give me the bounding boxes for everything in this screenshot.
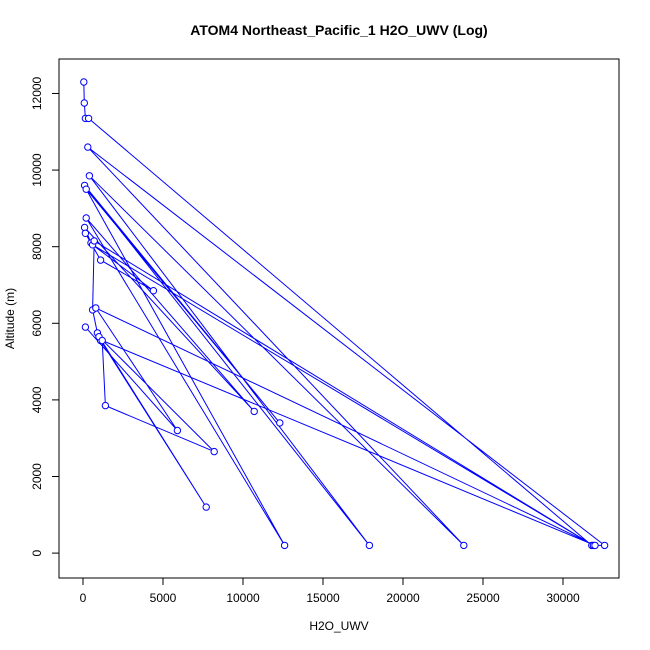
x-tick-label: 15000 — [306, 591, 340, 605]
y-tick-label: 10000 — [30, 153, 44, 187]
y-axis: 0 2000 4000 6000 8000 10000 12000 — [30, 76, 60, 556]
data-point — [276, 419, 284, 427]
x-tick-label: 25000 — [466, 591, 500, 605]
data-point — [591, 541, 599, 550]
data-point — [101, 401, 110, 410]
data-point — [84, 114, 93, 123]
data-point — [210, 447, 218, 456]
data-point — [460, 541, 468, 550]
y-tick-label: 12000 — [30, 76, 44, 110]
y-axis-label: Altitude (m) — [3, 288, 17, 349]
x-tick-label: 20000 — [386, 591, 420, 605]
x-tick-label: 0 — [80, 591, 87, 605]
data-point — [280, 541, 289, 550]
y-tick-label: 6000 — [30, 310, 44, 337]
x-tick-label: 30000 — [546, 591, 580, 605]
data-point — [82, 214, 90, 222]
data-point — [80, 99, 89, 107]
y-tick-label: 8000 — [30, 233, 44, 260]
data-point — [365, 541, 374, 550]
data-point — [202, 503, 210, 511]
y-tick-label: 2000 — [30, 463, 44, 490]
data-point — [90, 237, 98, 245]
data-point — [98, 336, 106, 345]
x-tick-label: 10000 — [226, 591, 260, 605]
data-point — [82, 185, 90, 193]
data-point — [149, 287, 158, 295]
y-tick-label: 0 — [30, 549, 44, 556]
x-tick-label: 5000 — [150, 591, 177, 605]
data-point — [85, 172, 94, 180]
y-tick-label: 4000 — [30, 386, 44, 413]
chart-title: ATOM4 Northeast_Pacific_1 H2O_UWV (Log) — [190, 22, 487, 38]
data-point — [81, 229, 90, 238]
data-point — [600, 541, 609, 550]
data-point — [92, 304, 100, 312]
series-line — [83, 81, 607, 546]
x-axis: 0 5000 10000 15000 20000 25000 30000 — [80, 577, 580, 605]
data-point-group — [80, 78, 609, 550]
data-point — [173, 426, 182, 435]
data-point — [96, 256, 105, 264]
data-point — [80, 78, 88, 86]
data-point — [250, 407, 258, 416]
series-line-group — [83, 81, 607, 546]
data-point — [81, 323, 90, 331]
data-point — [84, 143, 92, 151]
x-axis-label: H2O_UWV — [309, 619, 368, 633]
